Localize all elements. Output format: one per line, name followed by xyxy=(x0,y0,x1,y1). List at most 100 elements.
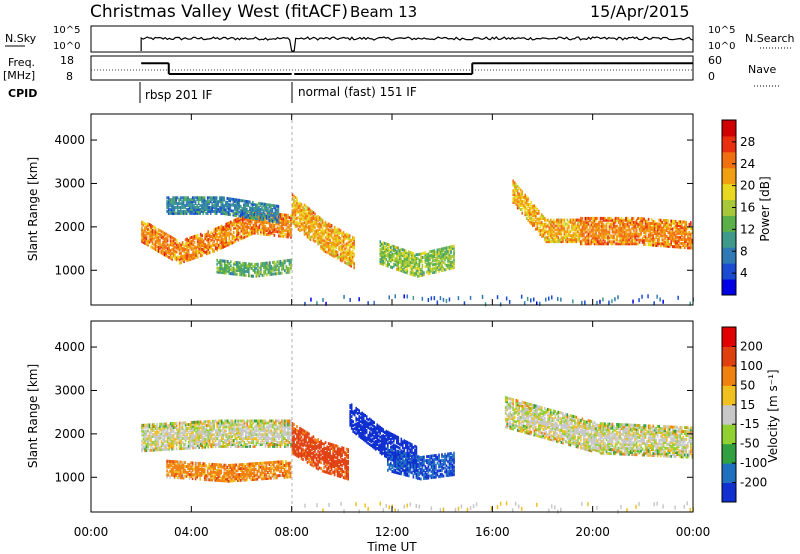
echo-cell xyxy=(348,249,351,253)
echo-cell xyxy=(604,228,606,232)
echo-cell xyxy=(424,251,427,255)
echo-cell xyxy=(302,210,304,214)
echo-cell xyxy=(234,421,237,425)
echo-cell xyxy=(350,250,352,254)
echo-cell xyxy=(227,225,229,229)
echo-cell xyxy=(196,241,199,245)
echo-cell xyxy=(169,208,171,211)
echo-cell xyxy=(625,238,627,242)
echo-cell xyxy=(205,424,208,427)
echo-cell xyxy=(207,439,209,443)
echo-cell xyxy=(241,209,244,213)
echo-cell xyxy=(223,429,226,433)
echo-cell xyxy=(150,440,152,444)
echo-cell xyxy=(613,226,615,230)
echo-cell xyxy=(664,232,666,236)
echo-cell xyxy=(189,238,191,242)
echo-cell xyxy=(272,216,274,220)
echo-cell xyxy=(671,235,674,239)
echo-cell xyxy=(284,423,286,427)
echo-cell xyxy=(271,207,274,211)
echo-cell xyxy=(659,218,662,222)
echo-cell xyxy=(577,234,579,238)
echo-cell xyxy=(294,211,297,215)
echo-cell xyxy=(302,218,304,221)
echo-cell xyxy=(397,264,400,268)
echo-cell xyxy=(287,427,289,431)
echo-cell xyxy=(545,222,548,226)
echo-cell xyxy=(445,246,448,250)
echo-cell xyxy=(288,427,291,431)
echo-cell xyxy=(598,224,600,228)
echo-cell xyxy=(320,235,322,239)
echo-cell xyxy=(284,431,286,435)
echo-cell xyxy=(614,218,617,222)
echo-cell xyxy=(577,236,579,240)
echo-cell xyxy=(214,435,217,439)
echo-cell xyxy=(400,265,403,269)
echo-cell xyxy=(530,298,532,303)
echo-cell xyxy=(253,207,256,210)
echo-cell xyxy=(305,204,307,208)
echo-cell xyxy=(214,431,217,435)
echo-cell xyxy=(234,444,237,448)
echo-cell xyxy=(302,216,304,219)
echo-cell xyxy=(539,217,542,221)
echo-cell xyxy=(448,267,451,271)
echo-cell xyxy=(339,229,342,233)
echo-cell xyxy=(208,419,211,423)
echo-cell xyxy=(252,231,255,235)
echo-cell xyxy=(309,210,312,214)
echo-cell xyxy=(211,198,213,202)
echo-cell xyxy=(578,236,581,240)
echo-cell xyxy=(216,232,218,236)
echo-cell xyxy=(189,446,191,450)
echo-cell xyxy=(177,245,179,249)
echo-cell xyxy=(239,441,241,444)
echo-cell xyxy=(664,234,666,238)
echo-cell xyxy=(405,270,407,274)
echo-cell xyxy=(628,240,630,244)
echo-cell xyxy=(175,211,177,215)
echo-cell xyxy=(165,254,167,258)
echo-cell xyxy=(335,242,337,246)
echo-cell xyxy=(213,249,215,253)
echo-cell xyxy=(198,245,200,249)
echo-cell xyxy=(264,421,267,425)
echo-cell xyxy=(208,425,211,429)
echo-cell xyxy=(646,239,648,243)
echo-cell xyxy=(273,212,275,216)
echo-cell xyxy=(162,244,164,248)
echo-cell xyxy=(211,433,214,437)
echo-cell xyxy=(202,241,205,245)
echo-cell xyxy=(144,435,146,439)
echo-cell xyxy=(681,238,683,241)
echo-cell xyxy=(681,230,683,234)
echo-cell xyxy=(196,442,199,446)
echo-cell xyxy=(532,204,534,208)
echo-cell xyxy=(166,255,169,258)
echo-cell xyxy=(586,216,588,220)
echo-cell xyxy=(201,249,203,253)
echo-cell xyxy=(257,262,259,266)
echo-cell xyxy=(646,219,648,223)
echo-cell xyxy=(306,233,309,237)
echo-cell xyxy=(221,209,224,213)
echo-cell xyxy=(278,228,280,232)
echo-cell xyxy=(200,206,203,209)
echo-cell xyxy=(193,252,196,256)
echo-cell xyxy=(515,189,517,192)
echo-cell xyxy=(381,260,383,264)
echo-cell xyxy=(330,245,333,249)
echo-cell xyxy=(240,212,242,216)
echo-cell xyxy=(234,262,237,266)
echo-cell xyxy=(684,220,686,224)
echo-cell xyxy=(202,441,205,445)
echo-cell xyxy=(402,263,404,267)
echo-cell xyxy=(426,254,428,258)
echo-cell xyxy=(605,218,608,222)
echo-cell xyxy=(213,239,215,243)
echo-cell xyxy=(321,228,324,232)
echo-cell xyxy=(284,429,286,433)
